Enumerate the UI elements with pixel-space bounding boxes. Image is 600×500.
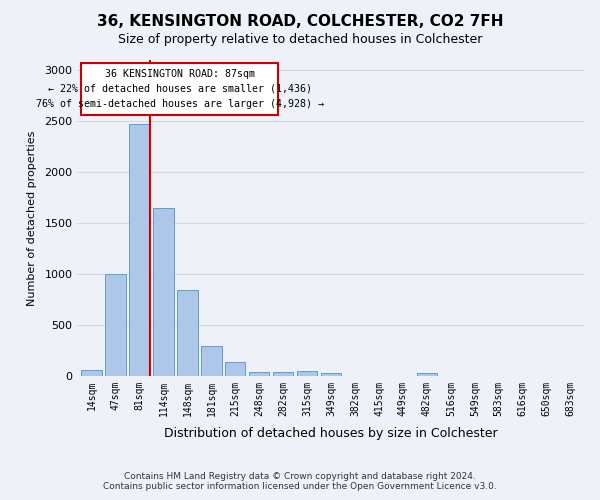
Bar [201, 346, 221, 376]
Y-axis label: Number of detached properties: Number of detached properties [28, 130, 37, 306]
Bar [130, 124, 149, 376]
Bar [225, 362, 245, 376]
Text: Contains HM Land Registry data © Crown copyright and database right 2024.
Contai: Contains HM Land Registry data © Crown c… [103, 472, 497, 491]
Bar [297, 370, 317, 376]
Bar [177, 290, 197, 376]
Bar [106, 274, 126, 376]
Bar [82, 370, 102, 376]
Text: 36, KENSINGTON ROAD, COLCHESTER, CO2 7FH: 36, KENSINGTON ROAD, COLCHESTER, CO2 7FH [97, 14, 503, 29]
Bar [249, 372, 269, 376]
Bar [153, 208, 173, 376]
Bar [417, 372, 437, 376]
Text: 36 KENSINGTON ROAD: 87sqm
← 22% of detached houses are smaller (1,436)
76% of se: 36 KENSINGTON ROAD: 87sqm ← 22% of detac… [35, 69, 323, 108]
Bar [273, 372, 293, 376]
FancyBboxPatch shape [81, 62, 278, 115]
Text: Size of property relative to detached houses in Colchester: Size of property relative to detached ho… [118, 34, 482, 46]
Bar [321, 372, 341, 376]
X-axis label: Distribution of detached houses by size in Colchester: Distribution of detached houses by size … [164, 427, 498, 440]
